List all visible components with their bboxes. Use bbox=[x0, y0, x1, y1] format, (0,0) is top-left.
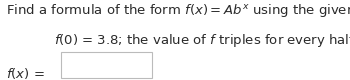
FancyBboxPatch shape bbox=[61, 52, 152, 78]
Text: $f(x)$ =: $f(x)$ = bbox=[6, 66, 45, 80]
Text: $f$(0) = 3.8; the value of $f$ triples for every half-unit increase in $x$.: $f$(0) = 3.8; the value of $f$ triples f… bbox=[54, 32, 350, 49]
Text: Find a formula of the form $f(x) = Ab^x$ using the given information.: Find a formula of the form $f(x) = Ab^x$… bbox=[6, 2, 350, 19]
